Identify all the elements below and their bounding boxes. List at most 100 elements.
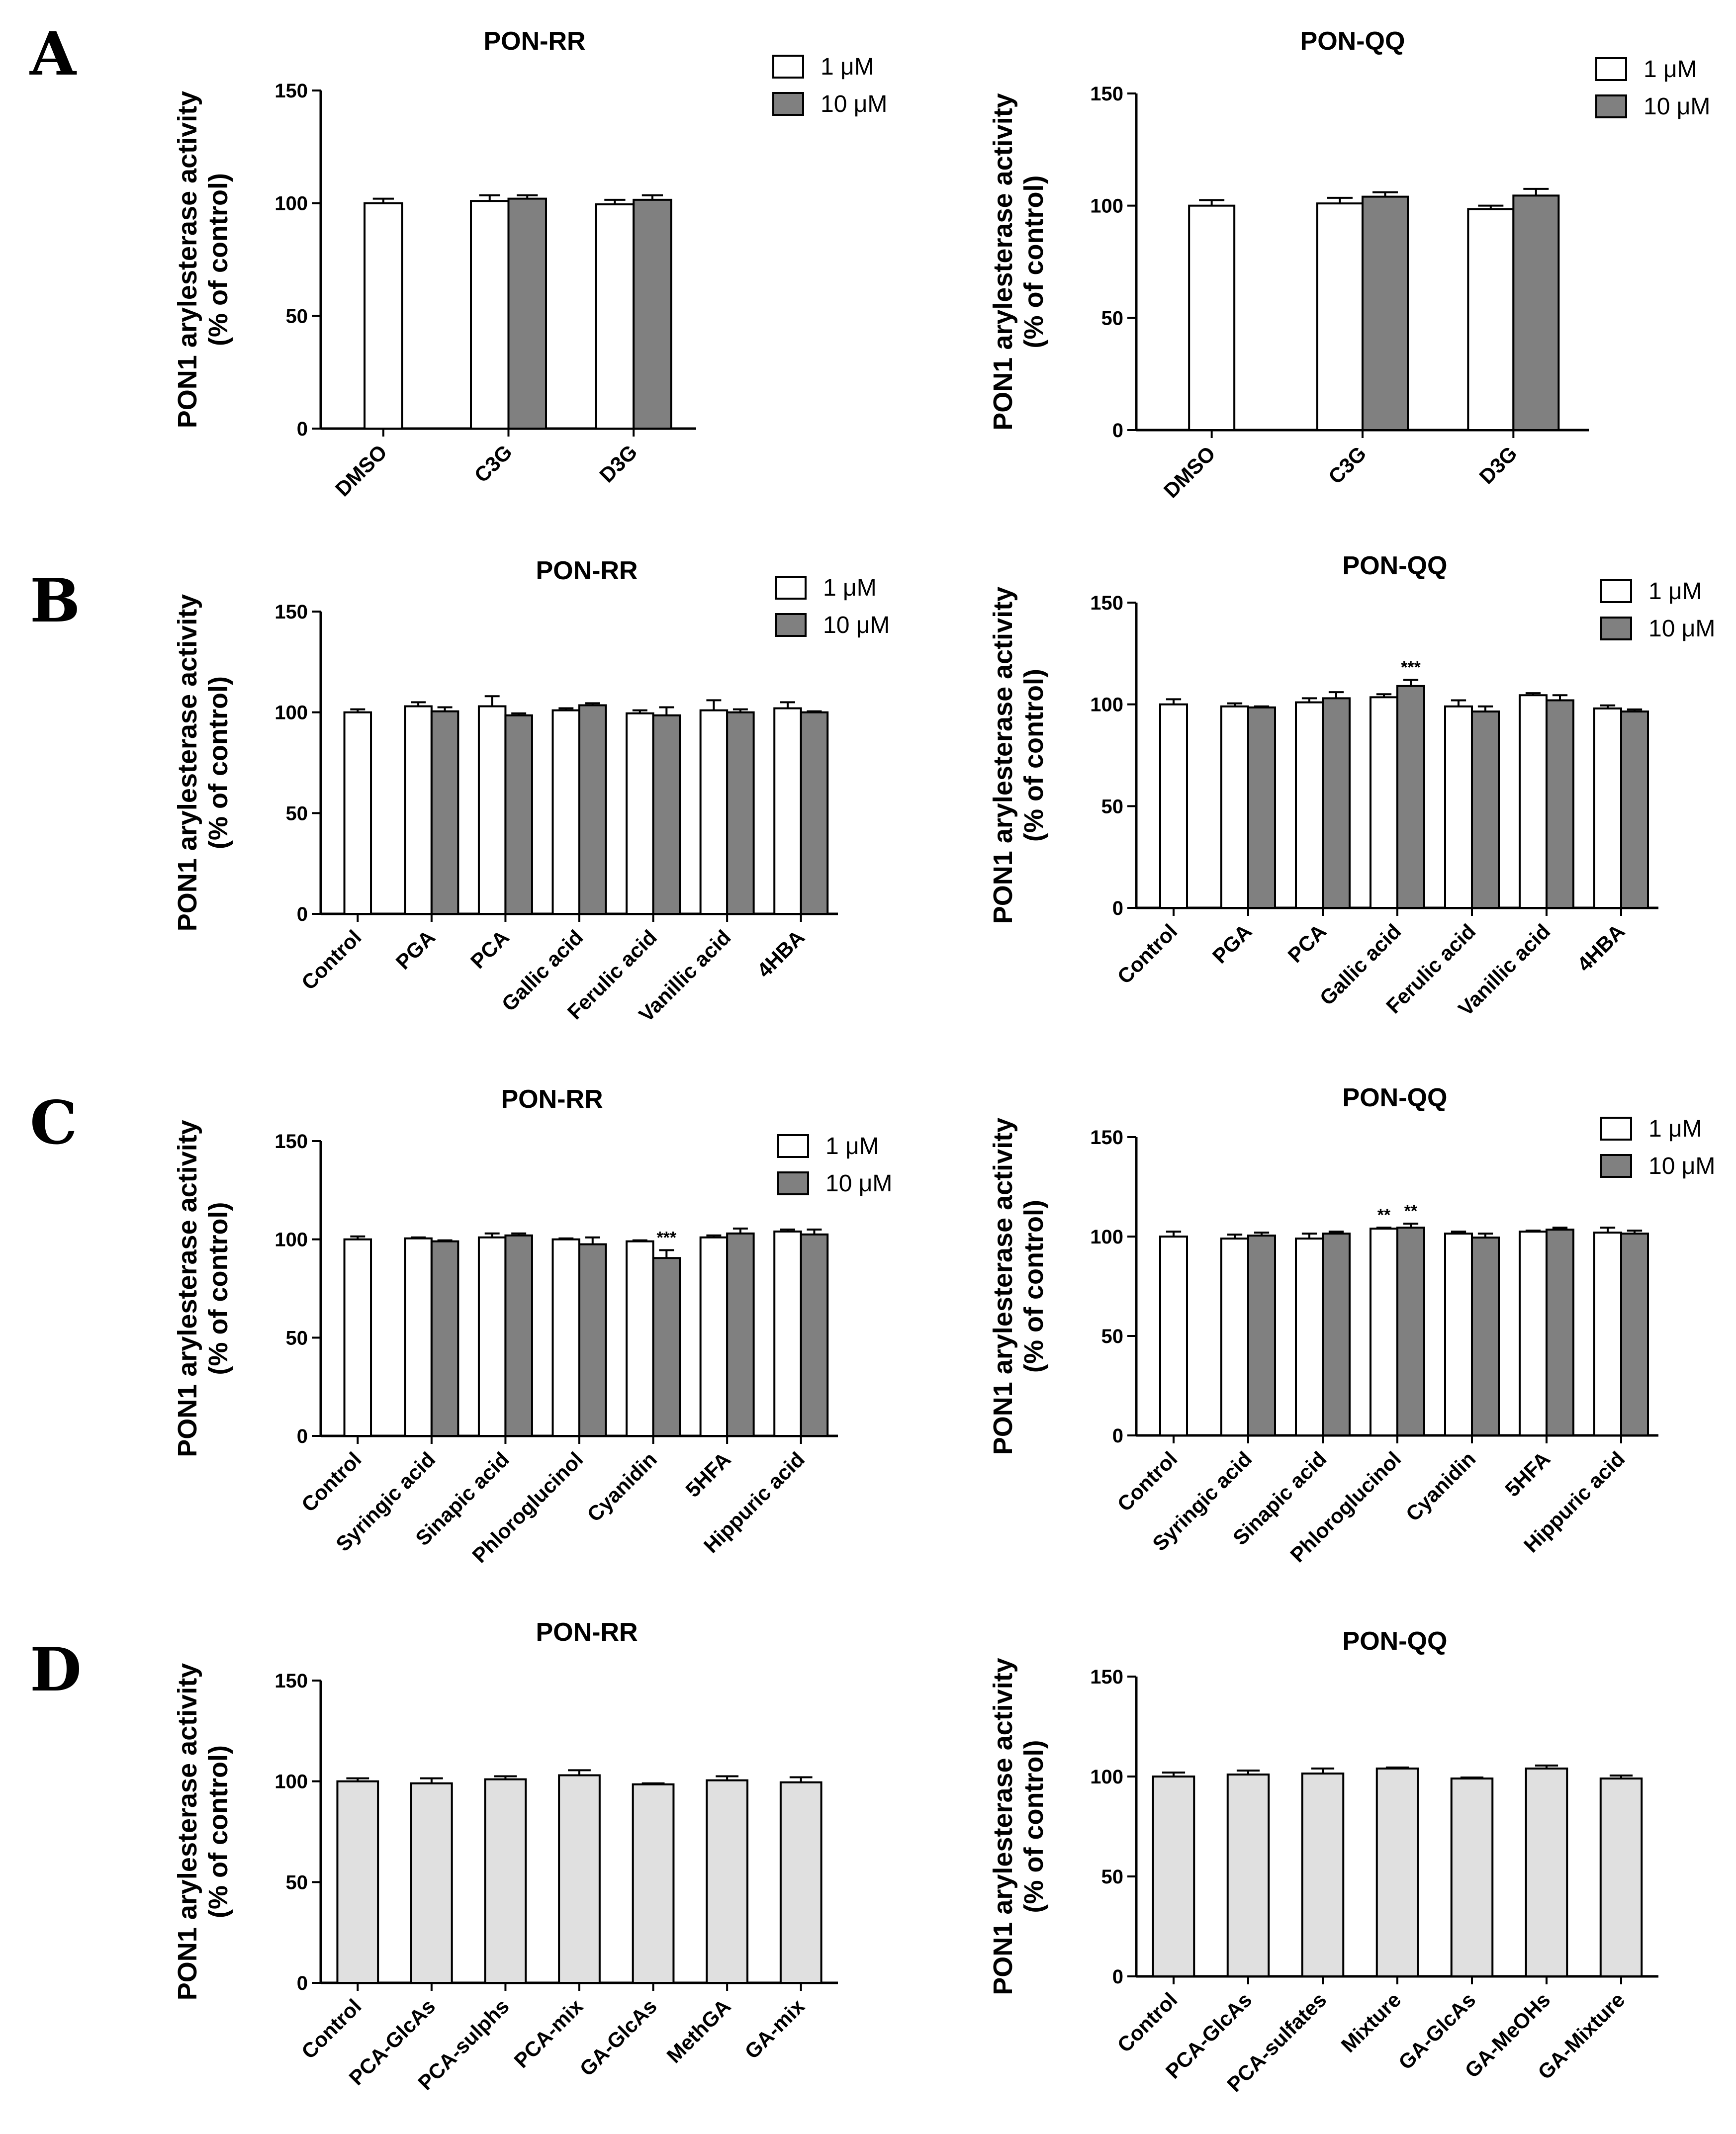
legend-label: 10 μM (1644, 93, 1710, 120)
category-label: Control (297, 1994, 366, 2063)
y-axis-title-line1: PON1 arylesterase activity (988, 1658, 1018, 1995)
bar-pca-mix-s0 (558, 1774, 601, 1984)
chart-title: PON-QQ (1343, 551, 1448, 580)
bar-ferulic-acid-s0 (626, 712, 654, 915)
bar-pca-glcas-s0 (1226, 1773, 1270, 1977)
bar-syringic-acid-s1 (430, 1240, 459, 1437)
category-label: 4HBA (752, 925, 809, 982)
chart-title: PON-QQ (1343, 1627, 1448, 1656)
y-axis-title: PON1 arylesterase activity(% of control) (173, 1663, 233, 2000)
bar-5hfa-s0 (1519, 1231, 1548, 1436)
legend-label: 10 μM (1648, 1153, 1715, 1179)
significance-marker: *** (656, 1228, 676, 1247)
legend-swatch (1600, 579, 1632, 603)
bar-gallic-acid-s0 (1370, 696, 1398, 909)
y-axis-title: PON1 arylesterase activity(% of control) (173, 594, 233, 931)
legend-label: 1 μM (825, 1133, 879, 1159)
bar-cyanidin-s0 (626, 1240, 654, 1437)
legend-swatch (772, 55, 804, 79)
bar-control-s0 (1159, 1236, 1188, 1436)
bar-syringic-acid-s0 (404, 1237, 433, 1437)
category-label: 5HFA (681, 1447, 735, 1502)
category-label: D3G (1474, 442, 1521, 488)
bar-vanillic-acid-s0 (1519, 694, 1548, 909)
y-tick-label: 50 (286, 1327, 308, 1349)
bar-ferulic-acid-s0 (1444, 705, 1473, 909)
y-tick-label: 50 (286, 305, 308, 327)
y-axis-title-line2: (% of control) (203, 1202, 233, 1375)
bar-d3g-s1 (633, 198, 672, 430)
y-tick-label: 100 (274, 193, 308, 215)
bar-cyanidin-s1 (652, 1257, 681, 1437)
category-label: C3G (1324, 442, 1371, 488)
legend-label: 1 μM (823, 575, 877, 601)
y-tick-label: 50 (1101, 1866, 1124, 1888)
y-tick-label: 100 (1090, 1226, 1123, 1248)
chart-title: PON-RR (536, 1618, 638, 1647)
legend-label: 10 μM (821, 91, 887, 117)
panel-letter-b: B (30, 566, 80, 636)
legend-swatch (1600, 1154, 1632, 1178)
bar-4hba-s1 (800, 711, 829, 915)
bar-pca-sulphs-s0 (484, 1778, 527, 1984)
category-label: Cyanidin (582, 1447, 661, 1526)
y-tick-label: 150 (274, 601, 308, 623)
legend-swatch (775, 576, 807, 600)
chart-a-rr: PON-RR PON1 arylesterase activity(% of co… (173, 27, 887, 501)
category-label: PCA-mix (509, 1994, 587, 2072)
bar-4hba-s0 (1593, 707, 1622, 909)
bar-gallic-acid-s1 (1396, 685, 1425, 909)
bar-phloroglucinol-s1 (578, 1243, 607, 1437)
category-label: DMSO (1159, 442, 1220, 502)
y-tick-label: 150 (274, 80, 308, 102)
bar-d3g-s0 (1467, 208, 1515, 431)
category-label: PCA (466, 925, 514, 973)
category-label: MethGA (662, 1994, 735, 2067)
bar-pca-sulfates-s0 (1301, 1772, 1345, 1977)
bar-pca-glcas-s0 (410, 1782, 453, 1984)
legend-label: 1 μM (1648, 578, 1702, 605)
bar-5hfa-s1 (726, 1232, 755, 1437)
y-axis-title-line1: PON1 arylesterase activity (173, 594, 202, 931)
legend-swatch (1600, 1117, 1632, 1141)
y-axis-title-line1: PON1 arylesterase activity (173, 1663, 202, 2000)
chart-d-qq: PON-QQ PON1 arylesterase activity(% of co… (988, 1627, 1658, 2096)
bar-hippuric-acid-s0 (773, 1230, 802, 1437)
category-label: D3G (595, 440, 641, 487)
y-tick-label: 0 (297, 1425, 308, 1447)
category-label: GA-mix (740, 1994, 809, 2063)
y-axis-title: PON1 arylesterase activity(% of control) (988, 93, 1049, 430)
y-tick-label: 100 (1090, 694, 1123, 716)
panel-letter-d: D (30, 1635, 82, 1705)
chart-title: PON-QQ (1343, 1083, 1448, 1112)
category-label: C3G (470, 440, 517, 487)
legend-label: 1 μM (821, 54, 874, 80)
bar-vanillic-acid-s1 (1546, 699, 1574, 909)
bar-c3g-s0 (470, 200, 510, 430)
y-tick-label: 50 (1101, 796, 1124, 817)
y-tick-label: 50 (1101, 307, 1124, 329)
y-tick-label: 50 (1101, 1326, 1124, 1347)
bar-cyanidin-s0 (1444, 1233, 1473, 1436)
bar-ga-glcas-s0 (632, 1783, 675, 1984)
category-label: 4HBA (1572, 919, 1629, 976)
y-axis-title-line2: (% of control) (1019, 1200, 1049, 1373)
bar-4hba-s1 (1620, 710, 1649, 909)
legend-label: 10 μM (1648, 616, 1715, 642)
bar-5hfa-s0 (699, 1236, 729, 1437)
y-axis-title-line2: (% of control) (1019, 669, 1049, 842)
y-axis-title-line2: (% of control) (203, 676, 233, 849)
bar-syringic-acid-s1 (1247, 1235, 1276, 1436)
y-axis-title-line1: PON1 arylesterase activity (173, 91, 202, 428)
bar-pca-s0 (477, 705, 507, 915)
category-label: Mixture (1337, 1988, 1406, 2057)
bar-phloroglucinol-s0 (1370, 1228, 1398, 1436)
bar-ga-meohs-s0 (1525, 1767, 1568, 1977)
y-tick-label: 0 (1112, 1425, 1123, 1447)
category-label: Cyanidin (1401, 1447, 1480, 1526)
y-tick-label: 100 (1090, 195, 1123, 217)
y-axis-title-line2: (% of control) (1019, 176, 1049, 349)
significance-marker: *** (1401, 658, 1421, 677)
legend-swatch (1595, 94, 1627, 118)
chart-b-rr: PON-RR PON1 arylesterase activity(% of co… (173, 556, 890, 1026)
